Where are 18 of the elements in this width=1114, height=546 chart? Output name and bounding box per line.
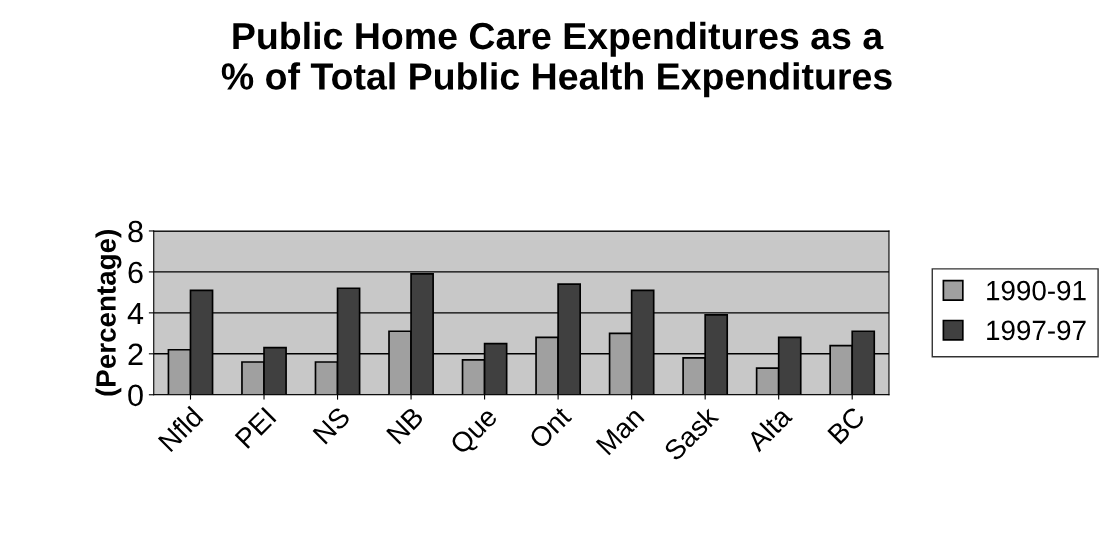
x-tick-label: Man xyxy=(595,406,645,456)
y-axis-title: (Percentage) xyxy=(95,230,122,396)
x-tick-label: Alta xyxy=(744,404,794,453)
legend-label: 1997-97 xyxy=(987,320,1086,341)
x-tick-label: Ont xyxy=(527,405,573,450)
chart-title: Public Home Care Expenditures as a % of Total Public Health Expenditures xyxy=(221,21,892,98)
x-tick-label: Que xyxy=(448,405,502,459)
y-tick-label: 0 xyxy=(128,384,143,407)
legend-label: 1990-91 xyxy=(987,280,1086,301)
x-tick-label: PEI xyxy=(234,407,277,449)
y-tick-label: 4 xyxy=(127,302,144,324)
y-tick-label: 6 xyxy=(128,261,143,284)
x-tick-label: Nfld xyxy=(157,405,204,453)
x-tick-label: NB xyxy=(386,406,425,445)
y-tick-label: 2 xyxy=(128,343,143,365)
x-tick-label: NS xyxy=(312,405,352,445)
y-tick-label: 8 xyxy=(128,220,143,243)
x-tick-label: BC xyxy=(827,405,866,445)
